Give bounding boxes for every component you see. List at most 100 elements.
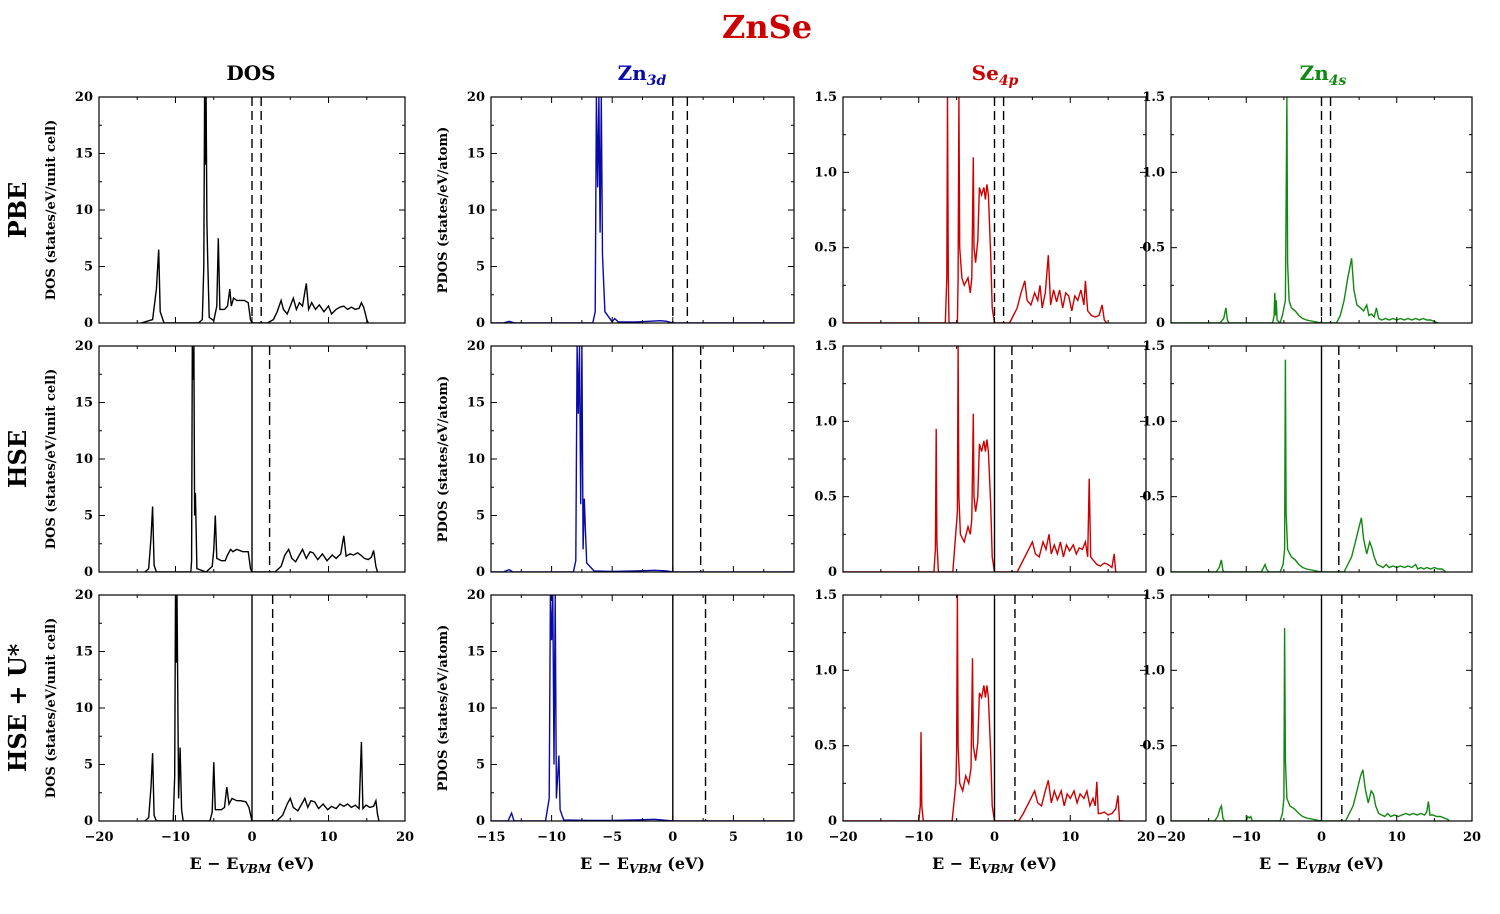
- y-tick-label: 15: [75, 396, 93, 411]
- panel-frame-r2-c1: [490, 594, 795, 822]
- x-axis-label-1: E − EVBM (eV): [580, 854, 705, 876]
- series-line-r0-c1: [491, 97, 794, 323]
- y-tick-label: 1.5: [1142, 90, 1165, 105]
- x-axis-label-3: E − EVBM (eV): [1259, 854, 1384, 876]
- y-tick-label: 0.5: [814, 241, 837, 256]
- y-tick-label: 15: [467, 147, 485, 162]
- y-tick-label: 10: [75, 452, 93, 467]
- y-tick-label: 0.5: [814, 490, 837, 505]
- series-line-r0-c3: [1171, 97, 1439, 323]
- y-tick-label: 10: [467, 452, 485, 467]
- y-tick-label: 20: [467, 90, 485, 105]
- series-line-r1-c0: [144, 346, 379, 572]
- y-tick-label: 15: [75, 645, 93, 660]
- panel-r2-c2: 0 0.5 1.0 1.5 −20 −10 0 10 20: [814, 588, 1155, 845]
- panel-r0-c2: 0 0.5 1.0 1.5: [814, 90, 1147, 331]
- x-tick-label: 10: [1061, 830, 1079, 845]
- y-tick-label: 1.5: [814, 588, 837, 603]
- y-tick-label: 0: [84, 565, 93, 580]
- y-tick-label: 15: [467, 396, 485, 411]
- y-tick-label: 15: [75, 147, 93, 162]
- row-labels: PBE HSE HSE + U*: [3, 182, 32, 773]
- series-line-r2-c1: [491, 595, 794, 821]
- x-tick-label: 0: [668, 830, 677, 845]
- row-label-0: PBE: [3, 182, 32, 239]
- x-tick-label: −20: [85, 830, 114, 845]
- y-tick-label: 15: [467, 645, 485, 660]
- x-tick-label: 10: [319, 830, 337, 845]
- y-tick-label: 20: [75, 90, 93, 105]
- y-axis-label-r1-c0: DOS (states/eV/unit cell): [44, 369, 59, 549]
- panel-r1-c3: 0 0.5 1.0 1.5: [1142, 339, 1473, 580]
- y-tick-label: 0.5: [1142, 739, 1165, 754]
- panels-grid: 0 5 10 15 20 DOS (states/eV/unit cell) 0 5 10 15 2…: [44, 90, 1481, 845]
- panel-frame-r0-c1: [490, 96, 795, 324]
- x-tick-label: 5: [729, 830, 738, 845]
- y-tick-label: 10: [467, 701, 485, 716]
- x-tick-label: 20: [1463, 830, 1481, 845]
- y-tick-label: 1.5: [814, 90, 837, 105]
- y-axis-label-r0-c1: PDOS (states/eV/atom): [436, 127, 451, 294]
- y-tick-label: 20: [467, 339, 485, 354]
- panel-r1-c2: 0 0.5 1.0 1.5: [814, 339, 1147, 580]
- x-tick-label: −10: [1232, 830, 1261, 845]
- y-tick-label: 1.0: [814, 165, 837, 180]
- y-tick-label: 1.5: [1142, 339, 1165, 354]
- y-tick-label: 20: [467, 588, 485, 603]
- series-line-r1-c3: [1171, 359, 1447, 572]
- column-title-1: Zn3d: [618, 61, 667, 89]
- x-tick-label: −15: [477, 830, 506, 845]
- y-tick-label: 10: [75, 701, 93, 716]
- series-line-r0-c0: [140, 97, 369, 323]
- y-tick-label: 5: [476, 509, 485, 524]
- y-tick-label: 0: [1156, 565, 1165, 580]
- panel-r1-c1: 0 5 10 15 20 PDOS (states/eV/atom): [436, 339, 795, 580]
- x-tick-label: −20: [1157, 830, 1186, 845]
- y-tick-label: 0.5: [1142, 490, 1165, 505]
- chart-title: ZnSe: [722, 8, 812, 46]
- panel-r0-c1: 0 5 10 15 20 PDOS (states/eV/atom): [436, 90, 795, 331]
- y-tick-label: 0: [828, 316, 837, 331]
- x-tick-label: −10: [904, 830, 933, 845]
- x-tick-label: −20: [829, 830, 858, 845]
- x-tick-label: 20: [1137, 830, 1155, 845]
- series-line-r1-c2: [843, 346, 1117, 572]
- y-axis-label-r2-c0: DOS (states/eV/unit cell): [44, 618, 59, 798]
- series-line-r2-c3: [1171, 628, 1450, 821]
- x-tick-label: 10: [785, 830, 803, 845]
- panel-r2-c0: 0 5 10 15 20 −20 −10 0 10 20 DOS (states/eV/unit c…: [44, 588, 414, 845]
- y-tick-label: 10: [467, 203, 485, 218]
- panel-r0-c3: 0 0.5 1.0 1.5: [1142, 90, 1473, 331]
- column-title-2: Se4p: [972, 61, 1019, 89]
- y-tick-label: 1.5: [1142, 588, 1165, 603]
- y-tick-label: 1.5: [814, 339, 837, 354]
- x-axis-label-0: E − EVBM (eV): [190, 854, 315, 876]
- y-tick-label: 1.0: [1142, 414, 1165, 429]
- x-tick-label: 0: [247, 830, 256, 845]
- series-line-r1-c1: [491, 346, 794, 572]
- y-axis-label-r1-c1: PDOS (states/eV/atom): [436, 376, 451, 543]
- panel-frame-r1-c1: [490, 345, 795, 573]
- y-tick-label: 20: [75, 339, 93, 354]
- x-tick-label: −10: [161, 830, 190, 845]
- column-titles: DOS Zn3d Se4p Zn4s: [226, 61, 1346, 89]
- panel-r1-c0: 0 5 10 15 20 DOS (states/eV/unit cell): [44, 339, 406, 580]
- y-axis-label-r2-c1: PDOS (states/eV/atom): [436, 625, 451, 792]
- column-title-0: DOS: [226, 61, 275, 85]
- row-label-1: HSE: [3, 430, 32, 488]
- y-tick-label: 0: [476, 316, 485, 331]
- y-tick-label: 20: [75, 588, 93, 603]
- y-tick-label: 1.0: [814, 414, 837, 429]
- y-tick-label: 5: [84, 509, 93, 524]
- series-line-r0-c2: [843, 97, 1108, 323]
- series-line-r2-c2: [843, 595, 1124, 821]
- x-tick-label: −5: [602, 830, 622, 845]
- panel-r2-c3: 0 0.5 1.0 1.5 −20 −10 0 10 20: [1142, 588, 1481, 845]
- panel-r2-c1: 0 5 10 15 20 −15 −10 −5 0 5 10 PDOS (states/eV/atom…: [436, 588, 803, 845]
- y-tick-label: 0: [84, 316, 93, 331]
- y-tick-label: 5: [476, 758, 485, 773]
- row-label-2: HSE + U*: [3, 643, 32, 772]
- y-tick-label: 5: [476, 260, 485, 275]
- y-axis-label-r0-c0: DOS (states/eV/unit cell): [44, 120, 59, 300]
